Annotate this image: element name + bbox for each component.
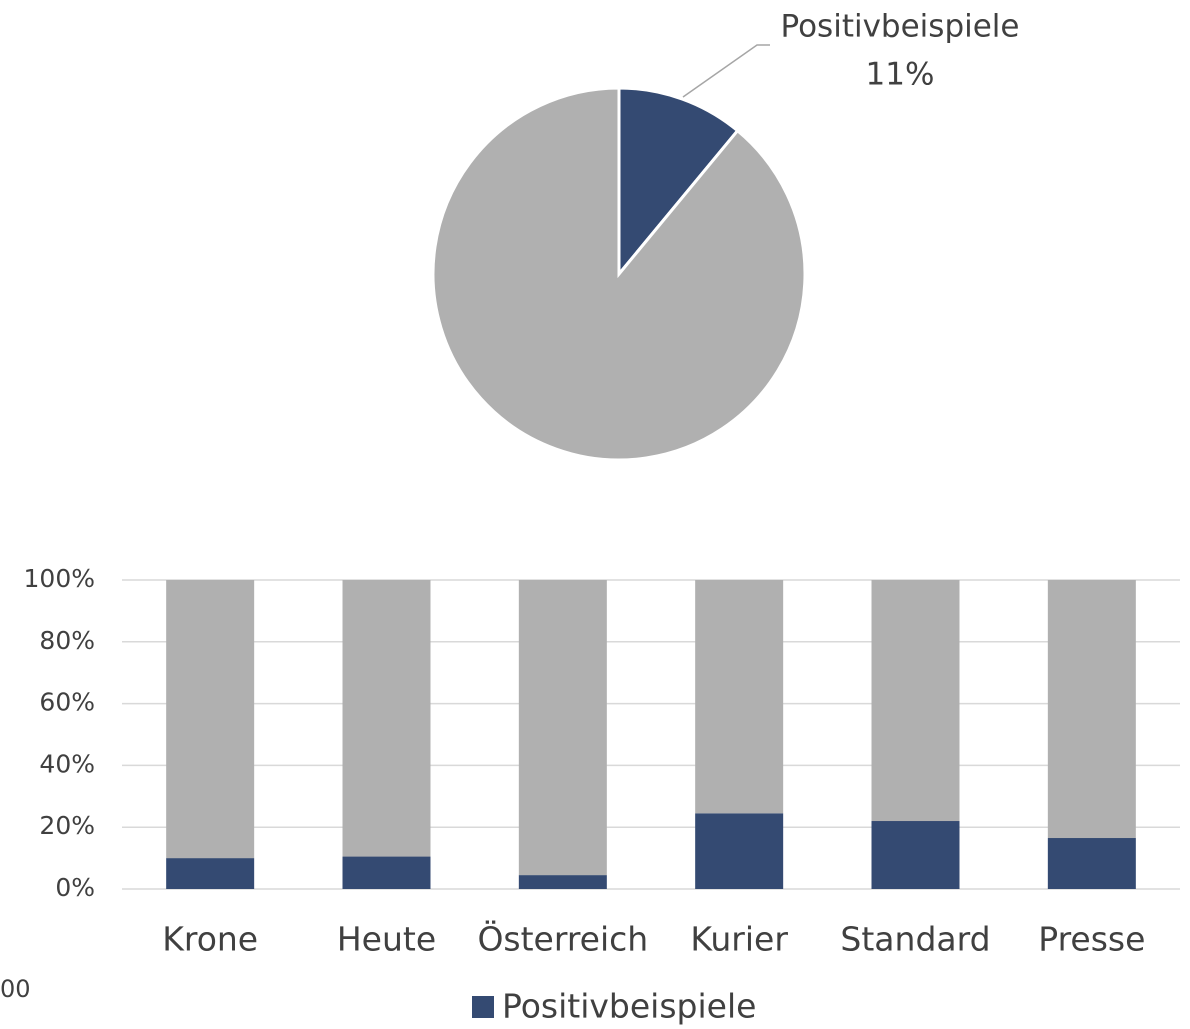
x-tick-label: Heute <box>337 920 436 959</box>
slice-label: Positivbeispiele <box>781 9 1020 45</box>
bar-segment <box>342 856 431 889</box>
bar-segment <box>695 813 784 889</box>
y-tick-label: 20% <box>39 811 95 840</box>
bar-segment <box>518 875 607 889</box>
cut-text: 00 <box>0 975 31 1003</box>
bar-segment <box>166 580 255 859</box>
bar-segment <box>166 858 255 889</box>
y-tick-label: 100% <box>24 564 95 593</box>
bar-segment <box>871 821 960 889</box>
y-tick-label: 40% <box>39 749 95 778</box>
legend-swatch <box>472 996 494 1018</box>
x-tick-label: Presse <box>1038 920 1145 959</box>
bar-segment <box>518 580 607 876</box>
leader-line <box>682 44 770 98</box>
slice-value-label: 11% <box>866 57 935 93</box>
legend-label: Positivbeispiele <box>502 987 756 1026</box>
bar-segment <box>1047 838 1136 889</box>
y-tick-label: 80% <box>39 626 95 655</box>
pie-slice <box>617 86 740 279</box>
x-tick-label: Krone <box>162 920 258 959</box>
y-tick-label: 60% <box>39 688 95 717</box>
x-tick-label: Standard <box>840 920 990 959</box>
x-tick-label: Kurier <box>690 920 788 959</box>
bar-segment <box>695 580 784 814</box>
y-tick-label: 0% <box>55 873 95 902</box>
bar-segment <box>871 580 960 822</box>
bar-segment <box>342 580 431 857</box>
bar-segment <box>1047 580 1136 839</box>
x-tick-label: Österreich <box>477 919 648 959</box>
pie-slice <box>431 86 807 462</box>
